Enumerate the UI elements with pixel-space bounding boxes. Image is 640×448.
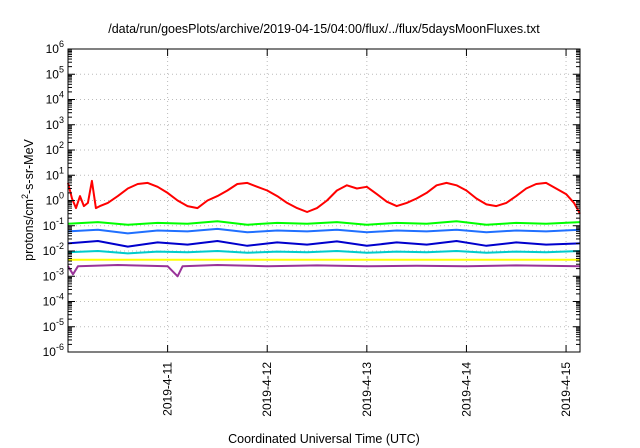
y-tick-label: 101 (46, 165, 64, 182)
y-axis-label-sup: 2 (20, 194, 30, 199)
y-tick-base: 10 (46, 168, 60, 182)
y-tick-label: 10-1 (43, 216, 64, 233)
y-tick-base: 10 (46, 118, 60, 132)
y-tick-base: 10 (43, 244, 57, 258)
series-line-5 (67, 250, 581, 255)
y-tick-label: 10-2 (43, 241, 64, 258)
y-tick-base: 10 (43, 269, 57, 283)
y-tick-exponent: 5 (59, 64, 64, 74)
y-tick-label: 104 (46, 90, 64, 107)
chart-title: /data/run/goesPlots/archive/2019-04-15/0… (108, 22, 540, 36)
x-axis-label: Coordinated Universal Time (UTC) (228, 432, 420, 446)
series-line-4 (67, 240, 581, 248)
x-tick-label: 2019-4-11 (161, 362, 175, 416)
y-tick-exponent: -2 (56, 241, 64, 251)
y-tick-base: 10 (46, 42, 60, 56)
series-group (67, 179, 581, 278)
y-tick-label: 105 (46, 64, 64, 81)
x-axis: 2019-4-11 2019-4-12 2019-4-13 2019-4-14 2019… (161, 49, 573, 417)
grid (68, 49, 580, 352)
y-tick-exponent: -6 (56, 342, 64, 352)
series-line-3 (67, 227, 581, 235)
y-tick-label: 100 (46, 191, 64, 208)
y-axis: 10610510410310210110010-110-210-310-410-… (43, 39, 580, 359)
y-tick-exponent: 6 (59, 39, 64, 49)
y-tick-base: 10 (46, 67, 60, 81)
y-tick-label: 103 (46, 115, 64, 132)
y-tick-exponent: -3 (56, 266, 64, 276)
x-tick-label: 2019-4-15 (559, 362, 573, 417)
x-tick-label: 2019-4-12 (260, 362, 274, 417)
series-line-2 (67, 220, 581, 226)
y-tick-exponent: -4 (56, 292, 64, 302)
y-axis-label-pre: protons/cm (22, 199, 36, 261)
y-tick-base: 10 (43, 345, 57, 359)
y-tick-label: 102 (46, 140, 64, 157)
y-tick-exponent: 0 (59, 191, 64, 201)
y-tick-label: 10-6 (43, 342, 64, 359)
y-tick-base: 10 (46, 143, 60, 157)
x-tick-label: 2019-4-13 (360, 362, 374, 417)
y-tick-label: 10-3 (43, 266, 64, 283)
y-tick-exponent: -5 (56, 317, 64, 327)
y-tick-label: 10-5 (43, 317, 64, 334)
y-tick-exponent: -1 (56, 216, 64, 226)
y-tick-base: 10 (43, 320, 57, 334)
series-line-7 (67, 264, 581, 278)
y-tick-base: 10 (43, 295, 57, 309)
y-tick-exponent: 4 (59, 90, 64, 100)
y-tick-exponent: 1 (59, 165, 64, 175)
y-tick-exponent: 2 (59, 140, 64, 150)
series-line-1 (67, 179, 581, 215)
y-tick-exponent: 3 (59, 115, 64, 125)
y-axis-label-post: -s-sr-MeV (22, 138, 36, 194)
x-tick-label: 2019-4-14 (459, 362, 473, 417)
y-tick-base: 10 (43, 219, 57, 233)
y-tick-label: 106 (46, 39, 64, 56)
y-tick-label: 10-4 (43, 292, 64, 309)
y-tick-base: 10 (46, 194, 60, 208)
y-tick-base: 10 (46, 93, 60, 107)
y-axis-label: protons/cm2-s-sr-MeV (20, 138, 36, 260)
